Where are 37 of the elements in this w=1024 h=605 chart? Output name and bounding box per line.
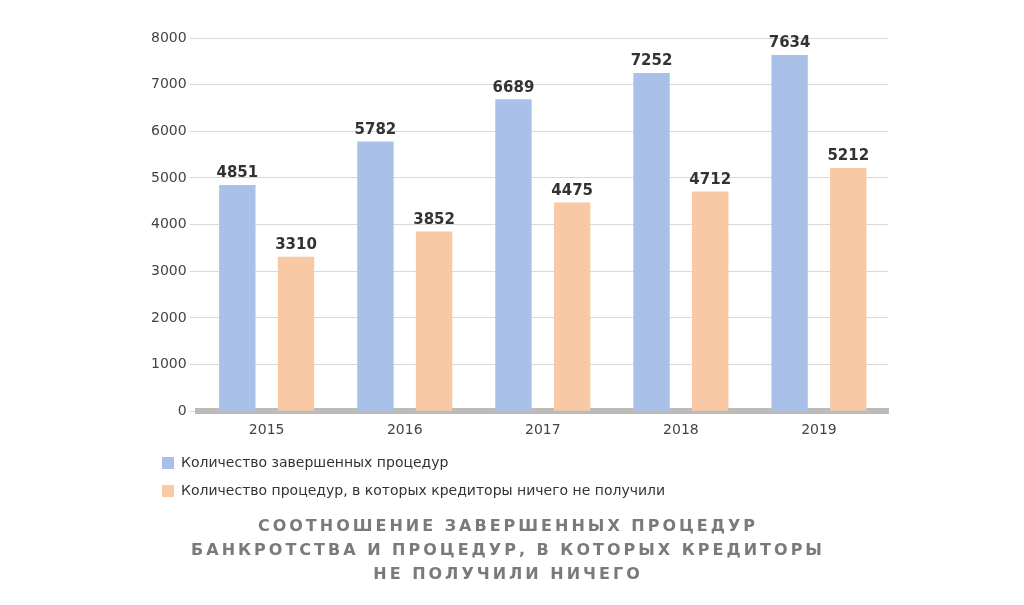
data-label: 6689 (492, 77, 535, 96)
y-tick-label: 3000 (150, 261, 187, 278)
x-tick-label: 2015 (248, 421, 285, 438)
y-tick-label: 8000 (150, 28, 187, 45)
bar (692, 191, 729, 411)
y-tick-label: 2000 (150, 308, 187, 325)
y-tick-label: 0 (177, 401, 187, 418)
bar (277, 256, 315, 411)
y-tick-label: 7000 (150, 75, 187, 92)
bar (633, 72, 670, 411)
data-label: 4851 (216, 163, 259, 182)
bar (495, 99, 532, 411)
bar (415, 231, 453, 411)
text: СООТНОШЕНИЕ ЗАВЕРШЕННЫХ ПРОЦЕДУР БАНКРОТСТВА И ПРОЦЕДУР, В КОТОРЫХ КРЕДИТОРЫ НЕ ПОЛУЧИЛИ НИЧЕГО (190, 515, 826, 585)
bar (219, 184, 256, 411)
x-tick-label: 2017 (524, 421, 561, 438)
data-label: 7252 (630, 51, 673, 70)
data-label: 5782 (354, 119, 397, 138)
bar (771, 55, 808, 411)
data-label: 4475 (551, 180, 594, 199)
bar (357, 141, 394, 411)
y-tick-label: 1000 (150, 355, 187, 372)
legend-label: Количество завершенных процедур (181, 453, 449, 470)
y-tick-label: 5000 (150, 168, 187, 185)
x-tick-label: 2016 (386, 421, 423, 438)
x-tick-label: 2019 (801, 421, 837, 438)
data-label: 4712 (689, 169, 732, 188)
y-tick-label: 4000 (150, 215, 187, 232)
legend-label: Количество процедур, в которых кредиторы ничего не получили (181, 481, 666, 498)
bar (830, 168, 867, 411)
bar (553, 202, 591, 411)
data-label: 3852 (413, 209, 455, 228)
x-tick-label: 2018 (663, 421, 699, 438)
data-label: 7634 (768, 33, 811, 52)
data-label: 3310 (275, 235, 317, 254)
data-label: 5212 (827, 146, 870, 165)
y-tick-label: 6000 (150, 121, 187, 138)
